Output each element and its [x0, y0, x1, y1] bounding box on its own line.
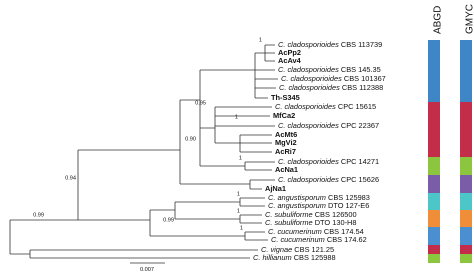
support-value: 1 [235, 114, 238, 120]
species-name: C. hillianum [253, 253, 292, 262]
leaf-label: Th-S345 [271, 93, 300, 102]
support-value: 1 [237, 191, 240, 197]
leaf-name: AjNa1 [265, 184, 286, 193]
leaf-label: C. angustisporum DTO 127-E6 [268, 201, 369, 210]
leaf-label: C. subuliforme DTO 130-H8 [265, 218, 356, 227]
leaf-label: C. cladosporioides CBS 112388 [279, 83, 383, 92]
species-name: C. cladosporioides [278, 65, 339, 74]
leaf-name: Th-S345 [271, 93, 300, 102]
species-name: C. cucumerinum [268, 227, 322, 236]
species-name: C. cladosporioides [278, 175, 339, 184]
leaf-label: MfCa2 [273, 111, 295, 120]
species-name: C. angustisporum [268, 201, 326, 210]
support-value: 0.99 [163, 217, 174, 223]
support-value: 0.94 [65, 175, 76, 181]
support-value: 1 [240, 225, 243, 231]
support-value: 1 [237, 208, 240, 214]
species-name: C. cladosporioides [278, 121, 339, 130]
strain-id: CBS 125983 [328, 193, 370, 202]
support-value: 0.90 [185, 136, 196, 142]
leaf-name: AcNa1 [275, 165, 298, 174]
strain-id: CBS 126500 [315, 210, 357, 219]
species-name: C. cladosporioides [279, 83, 340, 92]
leaf-label: AcPp2 [278, 48, 301, 57]
strain-id: CPC 15615 [338, 102, 376, 111]
strain-id: CBS 125988 [294, 253, 336, 262]
species-name: C. cucumerinum [271, 235, 325, 244]
tree-branches [9, 44, 278, 259]
leaf-label: MgVi2 [275, 138, 297, 147]
leaf-label: C. angustisporum CBS 125983 [268, 193, 370, 202]
leaf-label: C. vignae CBS 121.25 [261, 245, 334, 254]
strain-id: CPC 15626 [341, 175, 379, 184]
leaf-name: MgVi2 [275, 138, 297, 147]
strain-id: CBS 101367 [344, 74, 386, 83]
leaf-label: C. cucumerinum CBS 174.62 [271, 235, 367, 244]
leaf-label: AcAv4 [278, 56, 302, 65]
species-name: C. angustisporum [268, 193, 326, 202]
strain-id: CBS 112388 [342, 83, 383, 92]
leaf-label: C. cladosporioides CBS 145.35 [278, 65, 381, 74]
leaf-label: AcRi7 [275, 147, 296, 156]
leaf-label: C. subuliforme CBS 126500 [265, 210, 357, 219]
species-name: C. subuliforme [265, 218, 313, 227]
strain-id: CPC 14271 [341, 157, 379, 166]
species-name: C. cladosporioides [278, 157, 339, 166]
strain-id: CBS 121.25 [294, 245, 334, 254]
species-name: C. subuliforme [265, 210, 313, 219]
abgd-bar [428, 40, 440, 263]
column-header: GMYC [465, 4, 474, 34]
leaf-label: C. cucumerinum CBS 174.54 [268, 227, 364, 236]
species-name: C. vignae [261, 245, 292, 254]
leaf-label: AcNa1 [275, 165, 298, 174]
species-name: C. cladosporioides [275, 102, 336, 111]
leaf-name: AcAv4 [278, 56, 302, 65]
support-value: 1 [259, 37, 262, 43]
species-name: C. cladosporioides [278, 40, 339, 49]
strain-id: CBS 174.62 [327, 235, 367, 244]
support-value: 0.95 [195, 100, 206, 106]
strain-id: CPC 22367 [341, 121, 379, 130]
strain-id: DTO 127-E6 [328, 201, 369, 210]
support-value: 0.99 [33, 212, 44, 218]
leaf-label: C. cladosporioides CPC 14271 [278, 157, 379, 166]
leaf-label: C. cladosporioides CBS 113739 [278, 40, 382, 49]
strain-id: CBS 113739 [341, 40, 382, 49]
strain-id: CBS 174.54 [324, 227, 364, 236]
leaf-label: AcMt6 [275, 130, 297, 139]
support-value: 1 [239, 155, 242, 161]
leaf-name: AcRi7 [275, 147, 296, 156]
leaf-label: C. hillianum CBS 125988 [253, 253, 336, 262]
leaf-label: C. cladosporioides CBS 101367 [281, 74, 386, 83]
species-name: C. cladosporioides [281, 74, 342, 83]
leaf-name: AcMt6 [275, 130, 297, 139]
leaf-name: AcPp2 [278, 48, 301, 57]
leaf-label: C. cladosporioides CPC 22367 [278, 121, 379, 130]
leaf-label: AjNa1 [265, 184, 286, 193]
scale-label: 0.007 [140, 267, 154, 273]
leaf-label: C. cladosporioides CPC 15615 [275, 102, 376, 111]
strain-id: CBS 145.35 [341, 65, 381, 74]
strain-id: DTO 130-H8 [315, 218, 357, 227]
leaf-label: C. cladosporioides CPC 15626 [278, 175, 379, 184]
gmyc-bar [460, 40, 472, 263]
leaf-name: MfCa2 [273, 111, 295, 120]
column-header: ABGD [433, 6, 444, 34]
